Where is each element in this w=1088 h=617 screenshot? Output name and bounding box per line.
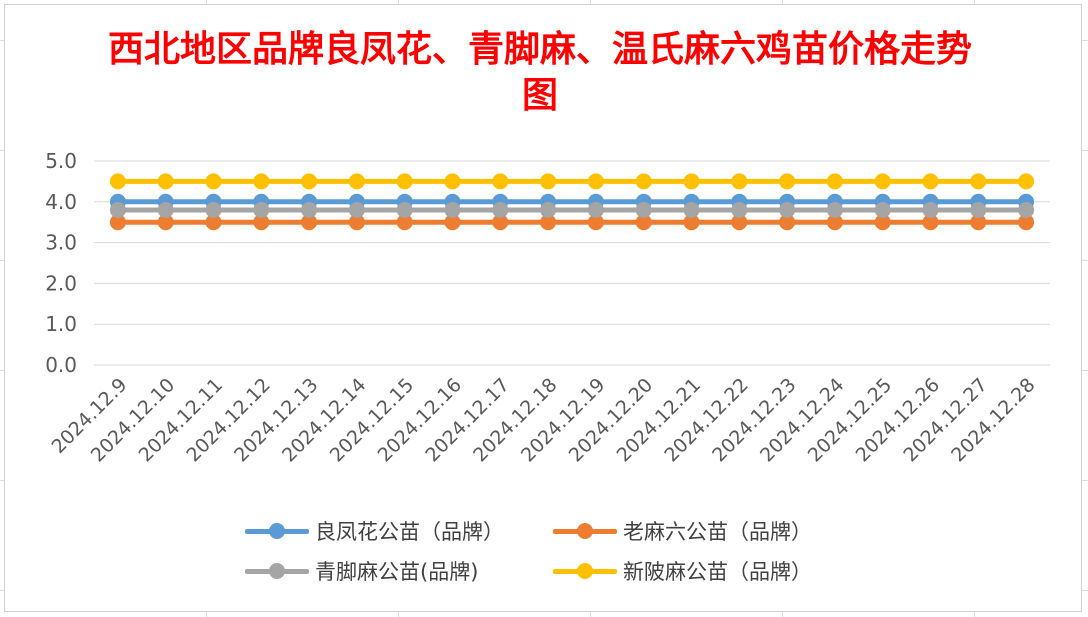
data-point[interactable] (1018, 201, 1035, 218)
data-point[interactable] (253, 173, 270, 190)
data-point[interactable] (874, 173, 891, 190)
data-point[interactable] (205, 201, 222, 218)
data-point[interactable] (779, 201, 796, 218)
data-point[interactable] (492, 173, 509, 190)
data-point[interactable] (157, 214, 174, 231)
data-point[interactable] (826, 173, 843, 190)
data-point[interactable] (635, 173, 652, 190)
data-point[interactable] (253, 214, 270, 231)
data-point[interactable] (731, 214, 748, 231)
data-point[interactable] (1018, 214, 1035, 231)
data-point[interactable] (731, 201, 748, 218)
data-point[interactable] (874, 214, 891, 231)
series-4 (109, 173, 1035, 190)
data-point[interactable] (348, 214, 365, 231)
data-point[interactable] (348, 173, 365, 190)
data-point[interactable] (587, 173, 604, 190)
data-point[interactable] (683, 214, 700, 231)
data-point[interactable] (922, 201, 939, 218)
data-point[interactable] (396, 214, 413, 231)
data-point[interactable] (970, 173, 987, 190)
data-point[interactable] (540, 201, 557, 218)
data-point[interactable] (922, 173, 939, 190)
series-2 (109, 214, 1035, 231)
data-point[interactable] (970, 214, 987, 231)
data-point[interactable] (826, 201, 843, 218)
data-point[interactable] (253, 201, 270, 218)
y-tick-label: 4.0 (45, 190, 77, 214)
data-point[interactable] (396, 173, 413, 190)
data-point[interactable] (205, 173, 222, 190)
y-tick-label: 2.0 (45, 271, 77, 295)
data-point[interactable] (540, 173, 557, 190)
data-point[interactable] (826, 214, 843, 231)
data-point[interactable] (779, 173, 796, 190)
chart-title: 西北地区品牌良凤花、青脚麻、温氏麻六鸡苗价格走势图 (107, 28, 972, 116)
y-axis-tick-labels: 0.0 1.0 2.0 3.0 4.0 5.0 (45, 149, 77, 377)
data-point[interactable] (779, 214, 796, 231)
data-point[interactable] (683, 173, 700, 190)
data-point[interactable] (301, 214, 318, 231)
y-tick-label: 1.0 (45, 312, 77, 336)
data-point[interactable] (396, 201, 413, 218)
data-point[interactable] (1018, 173, 1035, 190)
data-point[interactable] (683, 201, 700, 218)
series-3 (109, 201, 1035, 218)
chart-area[interactable] (4, 4, 1082, 612)
data-point[interactable] (492, 214, 509, 231)
data-point[interactable] (587, 201, 604, 218)
data-point[interactable] (635, 214, 652, 231)
x-axis-tick-labels: 2024.12.92024.12.102024.12.112024.12.122… (47, 374, 1039, 466)
data-point[interactable] (205, 214, 222, 231)
data-point[interactable] (587, 214, 604, 231)
data-point[interactable] (348, 201, 365, 218)
y-tick-label: 0.0 (45, 353, 77, 377)
data-point[interactable] (874, 201, 891, 218)
y-tick-label: 3.0 (45, 231, 77, 255)
data-point[interactable] (970, 201, 987, 218)
series-1 (109, 193, 1035, 210)
data-point[interactable] (540, 214, 557, 231)
data-point[interactable] (109, 201, 126, 218)
y-tick-label: 5.0 (45, 149, 77, 173)
data-point[interactable] (444, 214, 461, 231)
data-point[interactable] (109, 173, 126, 190)
data-point[interactable] (444, 173, 461, 190)
data-point[interactable] (301, 201, 318, 218)
data-point[interactable] (157, 201, 174, 218)
series-layer (109, 173, 1035, 231)
data-point[interactable] (492, 201, 509, 218)
data-point[interactable] (635, 201, 652, 218)
data-point[interactable] (731, 173, 748, 190)
data-point[interactable] (109, 214, 126, 231)
data-point[interactable] (301, 173, 318, 190)
gridlines (94, 160, 1050, 366)
data-point[interactable] (157, 173, 174, 190)
data-point[interactable] (444, 201, 461, 218)
data-point[interactable] (922, 214, 939, 231)
